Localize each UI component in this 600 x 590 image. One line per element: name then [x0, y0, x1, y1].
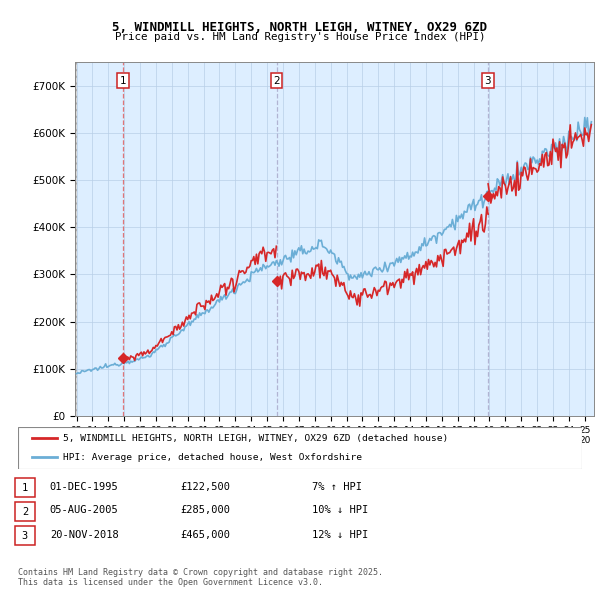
Text: 2: 2	[273, 76, 280, 86]
Text: £465,000: £465,000	[180, 530, 230, 539]
Text: £285,000: £285,000	[180, 506, 230, 515]
Text: 1: 1	[22, 483, 28, 493]
Text: 5, WINDMILL HEIGHTS, NORTH LEIGH, WITNEY, OX29 6ZD (detached house): 5, WINDMILL HEIGHTS, NORTH LEIGH, WITNEY…	[63, 434, 448, 442]
Text: 5, WINDMILL HEIGHTS, NORTH LEIGH, WITNEY, OX29 6ZD: 5, WINDMILL HEIGHTS, NORTH LEIGH, WITNEY…	[113, 21, 487, 34]
Bar	[75, 62, 77, 416]
Bar	[75, 62, 77, 416]
Text: 3: 3	[484, 76, 491, 86]
Text: 1: 1	[119, 76, 126, 86]
Text: 10% ↓ HPI: 10% ↓ HPI	[312, 506, 368, 515]
Text: £122,500: £122,500	[180, 482, 230, 491]
Text: Price paid vs. HM Land Registry's House Price Index (HPI): Price paid vs. HM Land Registry's House …	[115, 32, 485, 42]
Text: 12% ↓ HPI: 12% ↓ HPI	[312, 530, 368, 539]
Text: HPI: Average price, detached house, West Oxfordshire: HPI: Average price, detached house, West…	[63, 453, 362, 461]
Text: 7% ↑ HPI: 7% ↑ HPI	[312, 482, 362, 491]
Text: Contains HM Land Registry data © Crown copyright and database right 2025.
This d: Contains HM Land Registry data © Crown c…	[18, 568, 383, 587]
Text: 3: 3	[22, 531, 28, 540]
Text: 2: 2	[22, 507, 28, 516]
Text: 01-DEC-1995: 01-DEC-1995	[50, 482, 119, 491]
FancyBboxPatch shape	[18, 427, 582, 469]
Text: 20-NOV-2018: 20-NOV-2018	[50, 530, 119, 539]
Text: 05-AUG-2005: 05-AUG-2005	[50, 506, 119, 515]
